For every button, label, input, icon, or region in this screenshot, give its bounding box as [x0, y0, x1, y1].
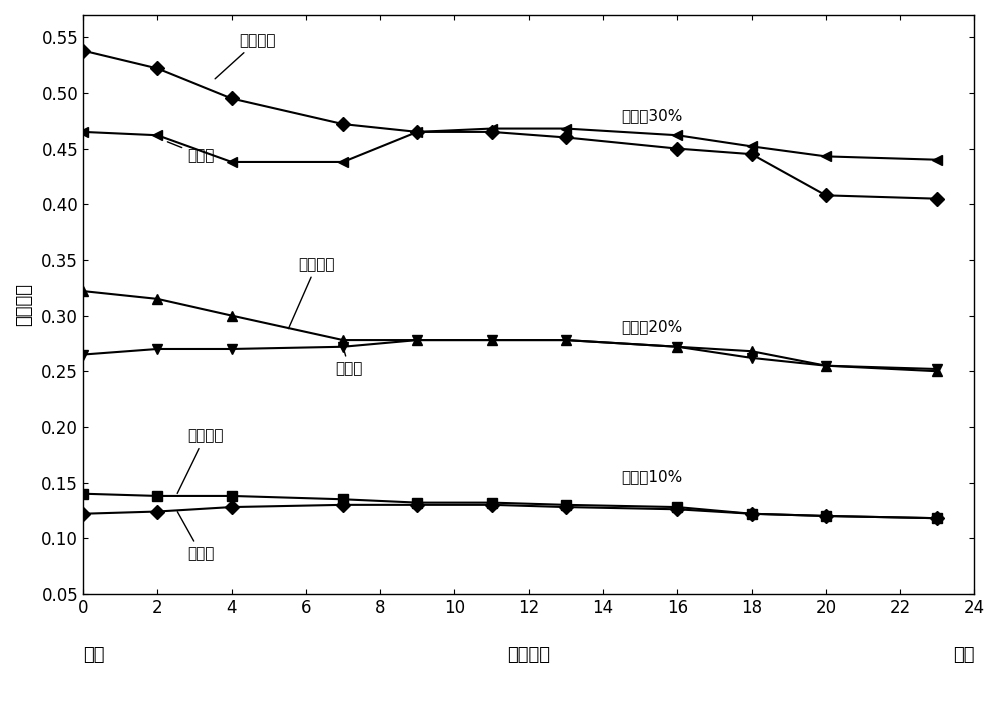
Text: 新工艺: 新工艺	[336, 349, 363, 377]
Text: 压下率30%: 压下率30%	[622, 108, 683, 122]
Text: 中心: 中心	[953, 646, 974, 664]
Y-axis label: 等效应变: 等效应变	[15, 283, 33, 326]
Text: 压下率20%: 压下率20%	[622, 319, 683, 334]
Text: 节点编号: 节点编号	[507, 646, 550, 664]
Text: 压下率10%: 压下率10%	[622, 469, 683, 485]
Text: 表面: 表面	[83, 646, 105, 664]
Text: 常规工艺: 常规工艺	[215, 33, 276, 78]
Text: 新工艺: 新工艺	[177, 512, 214, 562]
Text: 常规工艺: 常规工艺	[177, 428, 224, 493]
Text: 新工艺: 新工艺	[167, 142, 214, 163]
Text: 常规工艺: 常规工艺	[288, 257, 335, 328]
